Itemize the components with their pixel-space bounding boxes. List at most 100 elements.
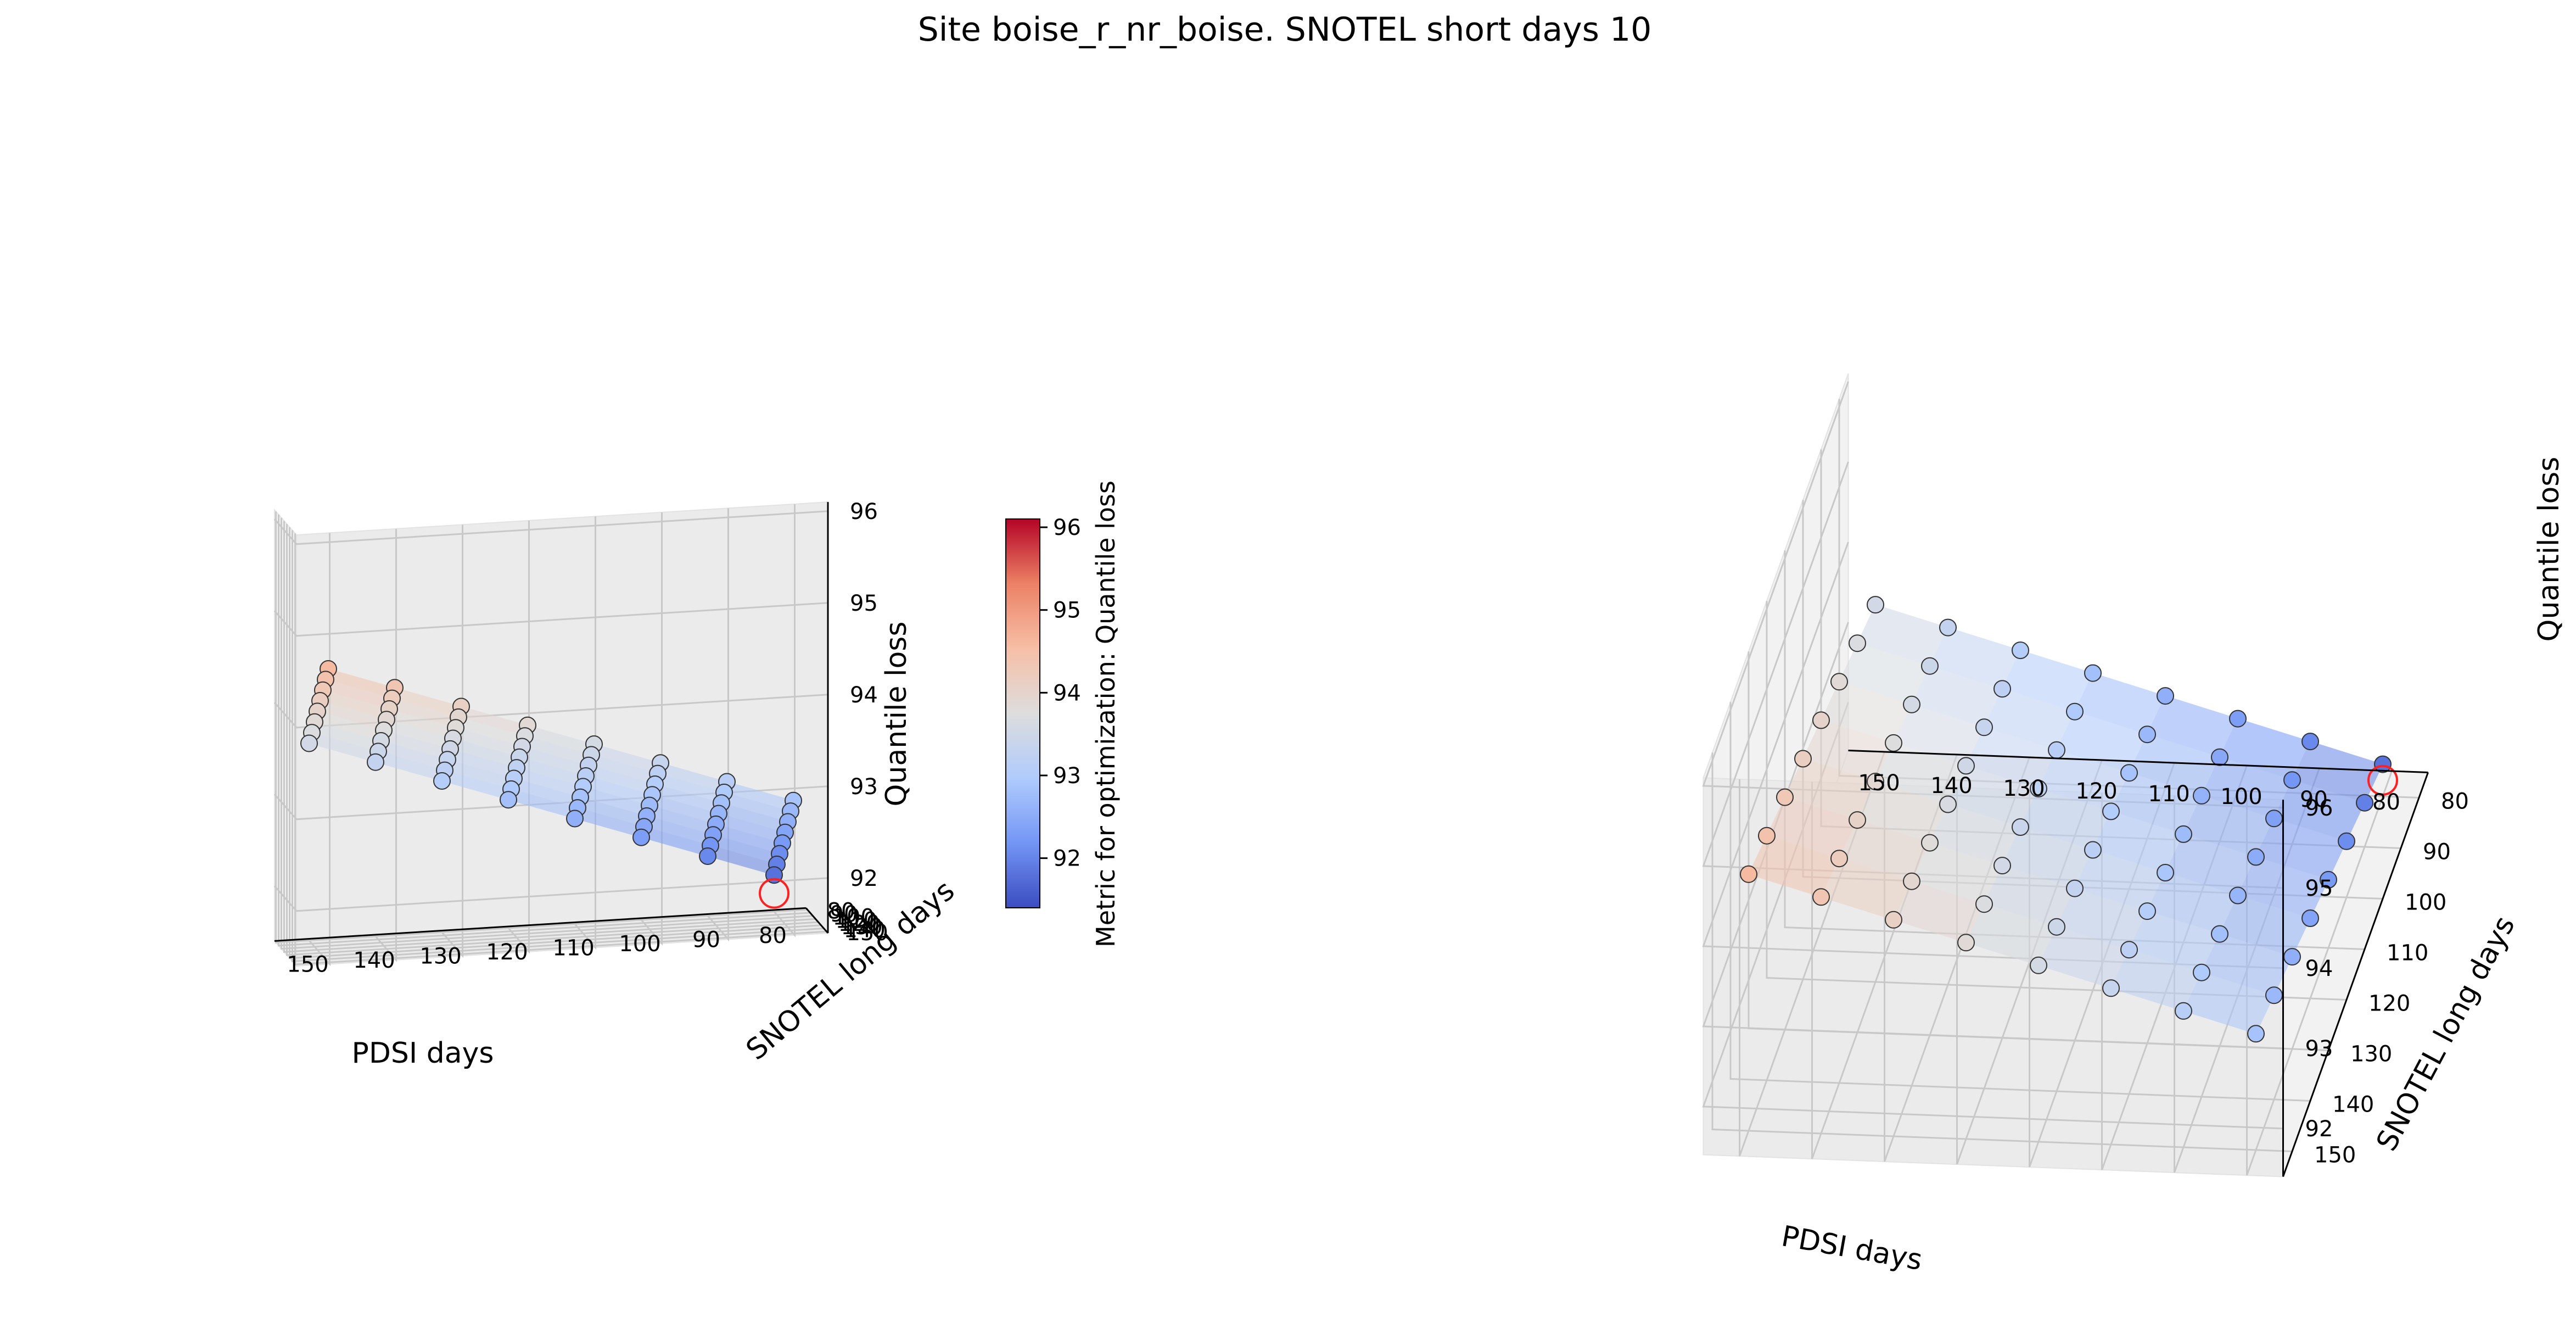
x-tick-label: 100 — [2220, 784, 2262, 810]
colorbar-tick-label: 95 — [1053, 598, 1081, 623]
scatter-point — [2229, 710, 2247, 728]
z-tick-label: 93 — [850, 774, 878, 800]
scatter-point — [1776, 788, 1794, 806]
scatter-point — [2320, 870, 2337, 889]
z-tick-label: 92 — [2305, 1117, 2333, 1142]
scatter-point — [2247, 1025, 2265, 1043]
scatter-point — [1993, 680, 2011, 698]
grid-line-z — [273, 510, 828, 545]
scatter-point — [2030, 779, 2047, 797]
grid-line-z — [273, 877, 828, 912]
scatter-point — [1939, 618, 1957, 637]
scatter-point — [1939, 795, 1957, 813]
x-tick-label: 110 — [552, 936, 594, 961]
scatter-point — [1830, 850, 1848, 868]
grid-line-y — [1711, 752, 2293, 1152]
colorbar-ticks: 92 93 94 95 96 — [1040, 515, 1081, 872]
x-tick-label: 110 — [2148, 781, 2189, 807]
grid-line-y — [1729, 702, 2311, 1102]
scatter-point — [2175, 1002, 2192, 1020]
scatter-point — [2193, 786, 2210, 805]
best-point-marker — [759, 878, 789, 909]
x-tick-label: 150 — [1858, 771, 1900, 796]
grid-line-y — [294, 533, 827, 965]
surface — [1748, 604, 2383, 1034]
y-tick-label: 150 — [2314, 1143, 2356, 1168]
scatter-point — [2012, 818, 2029, 836]
x-tick-label: 140 — [353, 948, 395, 973]
y-tick-label: 80 — [2441, 789, 2469, 814]
grid-line-z — [273, 602, 828, 637]
scatter-point — [566, 810, 584, 828]
scatter-point — [2120, 941, 2138, 959]
y-tick-label: 110 — [836, 908, 877, 933]
x-tick-label: 120 — [486, 940, 528, 965]
scatter-point — [1794, 750, 1812, 768]
grid-line-y — [292, 530, 824, 963]
best-point-marker — [2367, 764, 2398, 796]
y-tick-label: 130 — [841, 914, 883, 940]
scatter-point — [1867, 773, 1884, 790]
figure-title: Site boise_r_nr_boise. SNOTEL short days… — [918, 10, 1652, 49]
y-tick-label: 120 — [2368, 991, 2410, 1017]
x-tick-label: 120 — [2075, 779, 2117, 804]
y-tick-label: 110 — [2387, 941, 2428, 966]
scatter-point — [2247, 848, 2265, 866]
z-tick-label: 95 — [2305, 876, 2333, 901]
grid-line-y — [278, 515, 810, 947]
x-tick-label: 130 — [2003, 776, 2045, 801]
scatter-point — [1849, 634, 1866, 652]
scatter-point — [699, 847, 716, 865]
scatter-point — [2138, 902, 2156, 920]
z-tick-label: 94 — [2305, 956, 2333, 981]
y-axis-line — [805, 907, 829, 934]
y-tick-label: 100 — [2405, 890, 2446, 916]
scatter-point — [2030, 956, 2047, 974]
colorbar-tick-label: 96 — [1053, 515, 1081, 540]
scatter-point — [2102, 802, 2120, 820]
scatter-point — [1957, 934, 1975, 952]
scatter-point — [1921, 657, 1939, 675]
x-tick-label: 80 — [2372, 790, 2400, 815]
scatter-point — [2301, 909, 2319, 927]
axis-lines — [274, 502, 829, 942]
scatter-point — [1812, 711, 1830, 729]
z-tick-label: 95 — [850, 591, 878, 616]
scatter-point — [1993, 857, 2011, 875]
scatter-point — [2356, 794, 2373, 812]
scatter-point — [1885, 734, 1902, 752]
scatter-point — [2211, 925, 2228, 943]
grid-line-y — [281, 517, 813, 950]
scatter-point — [1975, 718, 1993, 736]
scatter-point — [2265, 810, 2283, 828]
scatter-point — [2084, 664, 2102, 682]
scatter-point — [2157, 687, 2174, 705]
colorbar-tick-label: 92 — [1053, 846, 1081, 872]
y-tick-label: 90 — [2423, 840, 2451, 865]
scatter-point — [2102, 979, 2120, 997]
grid-line-z — [273, 694, 828, 729]
scatter-point — [1812, 888, 1830, 906]
scatter-point — [2283, 771, 2301, 789]
scatter-point — [2211, 748, 2228, 766]
scatter-point — [1867, 596, 1884, 614]
z-tick-label: 96 — [2305, 796, 2333, 821]
scatter-point — [1740, 865, 1757, 883]
scatter-point — [433, 772, 451, 790]
grid-line-y — [289, 527, 821, 959]
scatter-point — [2193, 963, 2210, 981]
scatter-point — [632, 828, 650, 846]
x-tick-label: 150 — [287, 952, 328, 978]
grid-line-y — [283, 521, 816, 953]
x-axis-line — [1848, 750, 2428, 773]
z-tick-label: 94 — [850, 683, 878, 708]
grid-line-y — [275, 511, 808, 944]
z-axis-label: Quantile loss — [2533, 457, 2566, 642]
x-axis-line — [274, 907, 807, 942]
scatter-point — [2338, 832, 2355, 850]
x-tick-label: 90 — [2300, 787, 2328, 812]
scatter-points — [300, 660, 802, 884]
